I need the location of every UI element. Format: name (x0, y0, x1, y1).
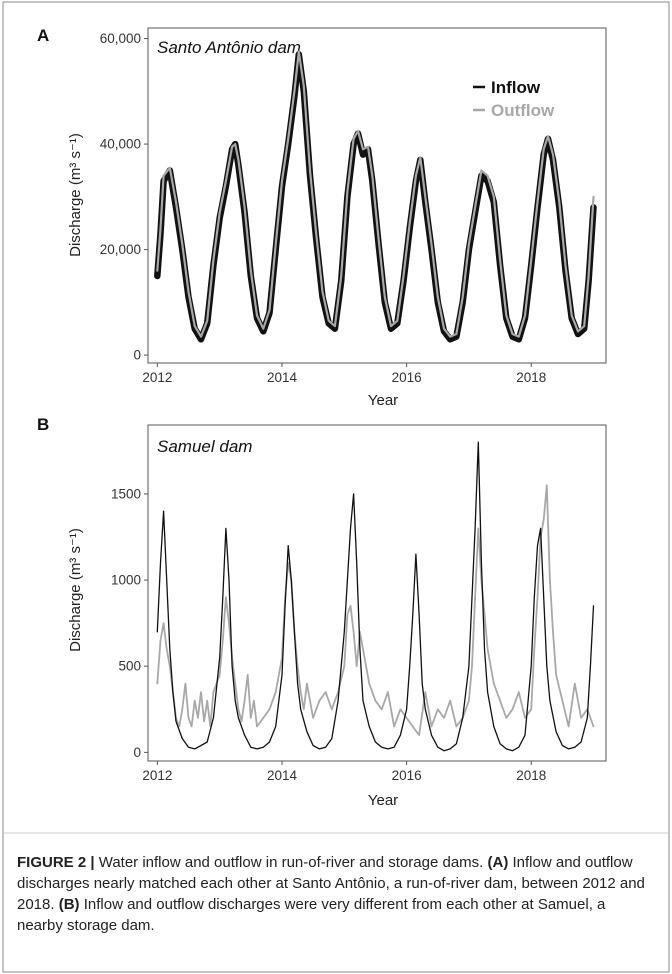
panel-a: A Santo Antônio dam 020,00040,00060,000 … (37, 26, 607, 409)
panel-a-x-tick-label: 2016 (392, 370, 422, 385)
caption-text: Water inflow and outflow in run-of-river… (94, 854, 488, 871)
caption-panel-a-text: Inflow and outflow discharges nearly mat… (17, 854, 645, 913)
caption-label: FIGURE 2 | (17, 854, 95, 871)
panel-b-letter: B (37, 415, 49, 434)
panel-a-x-tick-label: 2014 (267, 370, 298, 385)
panel-b-x-tick-label: 2016 (392, 768, 422, 783)
panel-b-plot-frame (147, 424, 607, 762)
panel-b-title: Samuel dam (157, 437, 252, 456)
caption-panel-a-label: (A) (487, 854, 509, 871)
panel-a-x-label: Year (368, 392, 398, 409)
panel-b-inflow-line (156, 441, 595, 752)
panel-a-y-tick-label: 60,000 (100, 31, 141, 46)
panel-a-outflow-line (156, 50, 595, 338)
panel-a-title: Santo Antônio dam (157, 38, 301, 57)
panel-a-letter: A (37, 26, 49, 45)
legend-outflow-label: Outflow (491, 101, 555, 120)
caption-panel-b-text: Inflow and outflow discharges were very … (17, 896, 606, 934)
panel-b-y-tick-label: 1500 (111, 486, 141, 501)
panel-a-x-tick-label: 2012 (142, 370, 172, 385)
panel-a-y-tick-label: 20,000 (100, 242, 141, 257)
panel-b-x-tick-label: 2014 (267, 768, 298, 783)
panel-a-series (154, 50, 597, 343)
panel-b-y-tick-label: 500 (118, 659, 141, 674)
panel-b-y-tick-label: 0 (133, 745, 141, 760)
panel-b-outflow-line (156, 484, 595, 737)
legend-inflow-label: Inflow (491, 78, 541, 97)
panel-a-y-label: Discharge (m³ s⁻¹) (67, 133, 84, 257)
figure-caption: FIGURE 2 | Water inflow and outflow in r… (17, 852, 655, 936)
panel-b-x-tick-label: 2012 (142, 768, 172, 783)
panel-a-y-axis: 0 20,000 40,000 60,000 (100, 31, 148, 363)
panel-a-x-tick-label: 2018 (516, 370, 546, 385)
panel-a-y-tick-label: 40,000 (100, 137, 141, 152)
panel-b-x-label: Year (368, 792, 398, 809)
panel-b-y-tick-label: 1000 (111, 573, 141, 588)
panel-b-series (156, 441, 595, 752)
panel-a-plot-frame (147, 27, 607, 364)
panel-b-y-label: Discharge (m³ s⁻¹) (67, 528, 84, 652)
panel-b-x-tick-label: 2018 (516, 768, 546, 783)
panel-b-x-axis: 2012 2014 2016 2018 (142, 761, 546, 783)
panel-a-legend: Inflow Outflow (473, 78, 555, 120)
panel-a-y-tick-label: 0 (133, 348, 141, 363)
panel-a-x-axis: 2012 2014 2016 2018 (142, 363, 546, 385)
caption-panel-b-label: (B) (58, 896, 80, 913)
panel-b-y-axis: 0 500 1000 1500 (111, 486, 148, 760)
